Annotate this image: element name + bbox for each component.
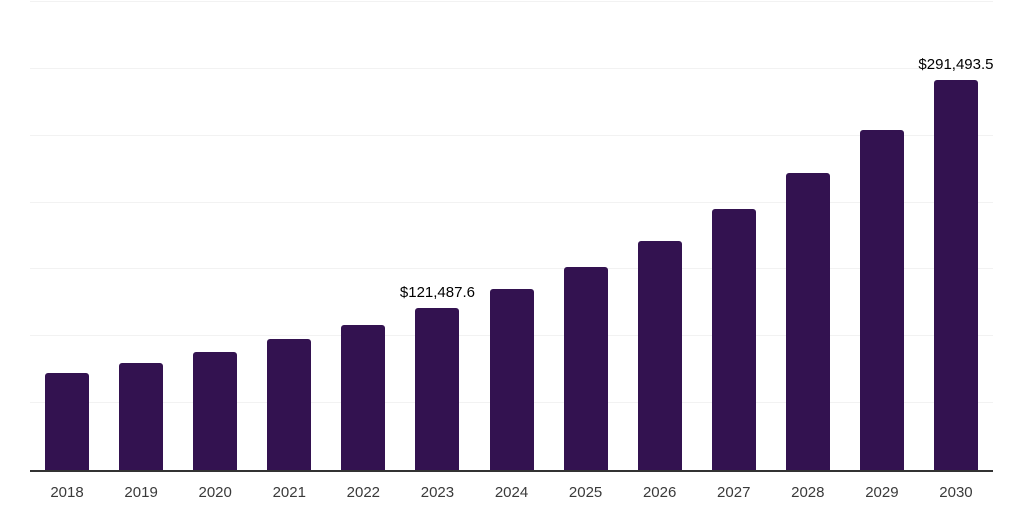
gridline-300000 — [30, 67, 993, 69]
bar-slot-2022 — [326, 0, 400, 470]
x-tick-2028: 2028 — [791, 484, 825, 501]
gridline-350000 — [30, 1, 993, 2]
bar-2026 — [637, 240, 682, 470]
bar-2027 — [711, 209, 756, 470]
bar-2024 — [489, 288, 534, 470]
bar-2020 — [193, 352, 238, 470]
x-tick-2018: 2018 — [50, 484, 84, 501]
bar-2021 — [267, 338, 312, 470]
bar-2018 — [45, 373, 90, 470]
x-tick-2026: 2026 — [642, 484, 677, 501]
value-label-2023: $121,487.6 — [399, 283, 475, 301]
bar-slot-2025 — [549, 0, 623, 470]
bar-slot-2030: $291,493.5 — [918, 0, 994, 470]
bar-2028 — [785, 173, 830, 470]
bar-slot-2020 — [178, 0, 252, 470]
x-tick-2023: 2023 — [420, 484, 455, 501]
x-tick-2029: 2029 — [865, 484, 899, 501]
x-tick-2020: 2020 — [198, 484, 232, 501]
x-tick-2025: 2025 — [568, 484, 603, 501]
bar-2023 — [415, 307, 460, 470]
bar-2029 — [859, 129, 904, 470]
bar-slot-2021 — [252, 0, 326, 470]
x-tick-2027: 2027 — [717, 484, 751, 501]
bar-slot-2028 — [771, 0, 845, 470]
x-tick-2022: 2022 — [346, 484, 381, 501]
bar-2022 — [341, 324, 386, 470]
plot-area: $121,487.6 $291,493.5 — [30, 0, 994, 470]
bar-2030 — [933, 80, 978, 470]
x-tick-2021: 2021 — [272, 484, 306, 501]
bar-slot-2018 — [30, 0, 104, 470]
x-tick-2024: 2024 — [494, 484, 529, 501]
x-tick-2030: 2030 — [939, 484, 973, 501]
bar-2025 — [563, 267, 608, 470]
gridline-250000 — [30, 134, 993, 136]
x-tick-2019: 2019 — [124, 484, 158, 501]
bar-slot-2019 — [104, 0, 178, 470]
bar-2019 — [119, 363, 164, 470]
value-label-2030: $291,493.5 — [918, 56, 994, 74]
bar-slot-2023: $121,487.6 — [399, 0, 475, 470]
bars-layer: $121,487.6 $291,493.5 — [30, 0, 994, 470]
gridline-200000 — [30, 201, 993, 203]
bar-slot-2024 — [474, 0, 548, 470]
x-axis-line — [30, 470, 993, 472]
bar-slot-2027 — [697, 0, 771, 470]
gridline-150000 — [30, 268, 993, 270]
x-axis-labels: 2018 2019 2020 2021 2022 2023 2024 2025 2026 2027… — [30, 484, 993, 501]
bar-slot-2029 — [845, 0, 919, 470]
bar-slot-2026 — [623, 0, 697, 470]
